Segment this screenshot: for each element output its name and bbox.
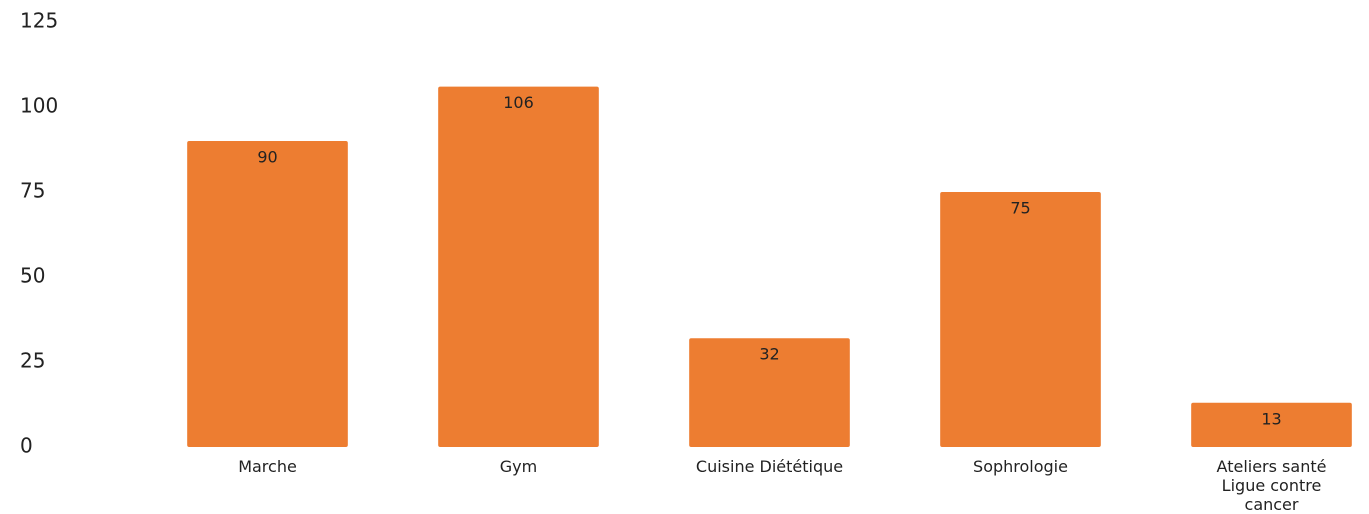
y-tick-label: 100: [20, 94, 58, 118]
value-label: 90: [257, 148, 277, 167]
bar: [438, 86, 599, 447]
x-tick-label: Ateliers santé Ligue contre cancer: [1216, 457, 1327, 514]
y-tick-label: 50: [20, 264, 45, 288]
x-tick-label: Sophrologie: [973, 457, 1068, 476]
x-tick-label: Cuisine Diététique: [695, 457, 844, 476]
bar: [1191, 402, 1352, 447]
bar: [187, 141, 348, 447]
bar: [689, 338, 850, 447]
value-label: 13: [1261, 409, 1281, 428]
x-tick-label: Gym: [499, 457, 538, 476]
value-label: 75: [1010, 199, 1030, 218]
y-tick-label: 75: [20, 179, 45, 203]
x-tick-label: Marche: [238, 457, 297, 476]
bar: [940, 192, 1101, 447]
y-tick-label: 0: [20, 434, 33, 458]
value-label: 106: [503, 93, 534, 112]
y-tick-label: 125: [20, 9, 58, 33]
y-tick-label: 25: [20, 349, 45, 373]
value-label: 32: [759, 345, 779, 364]
